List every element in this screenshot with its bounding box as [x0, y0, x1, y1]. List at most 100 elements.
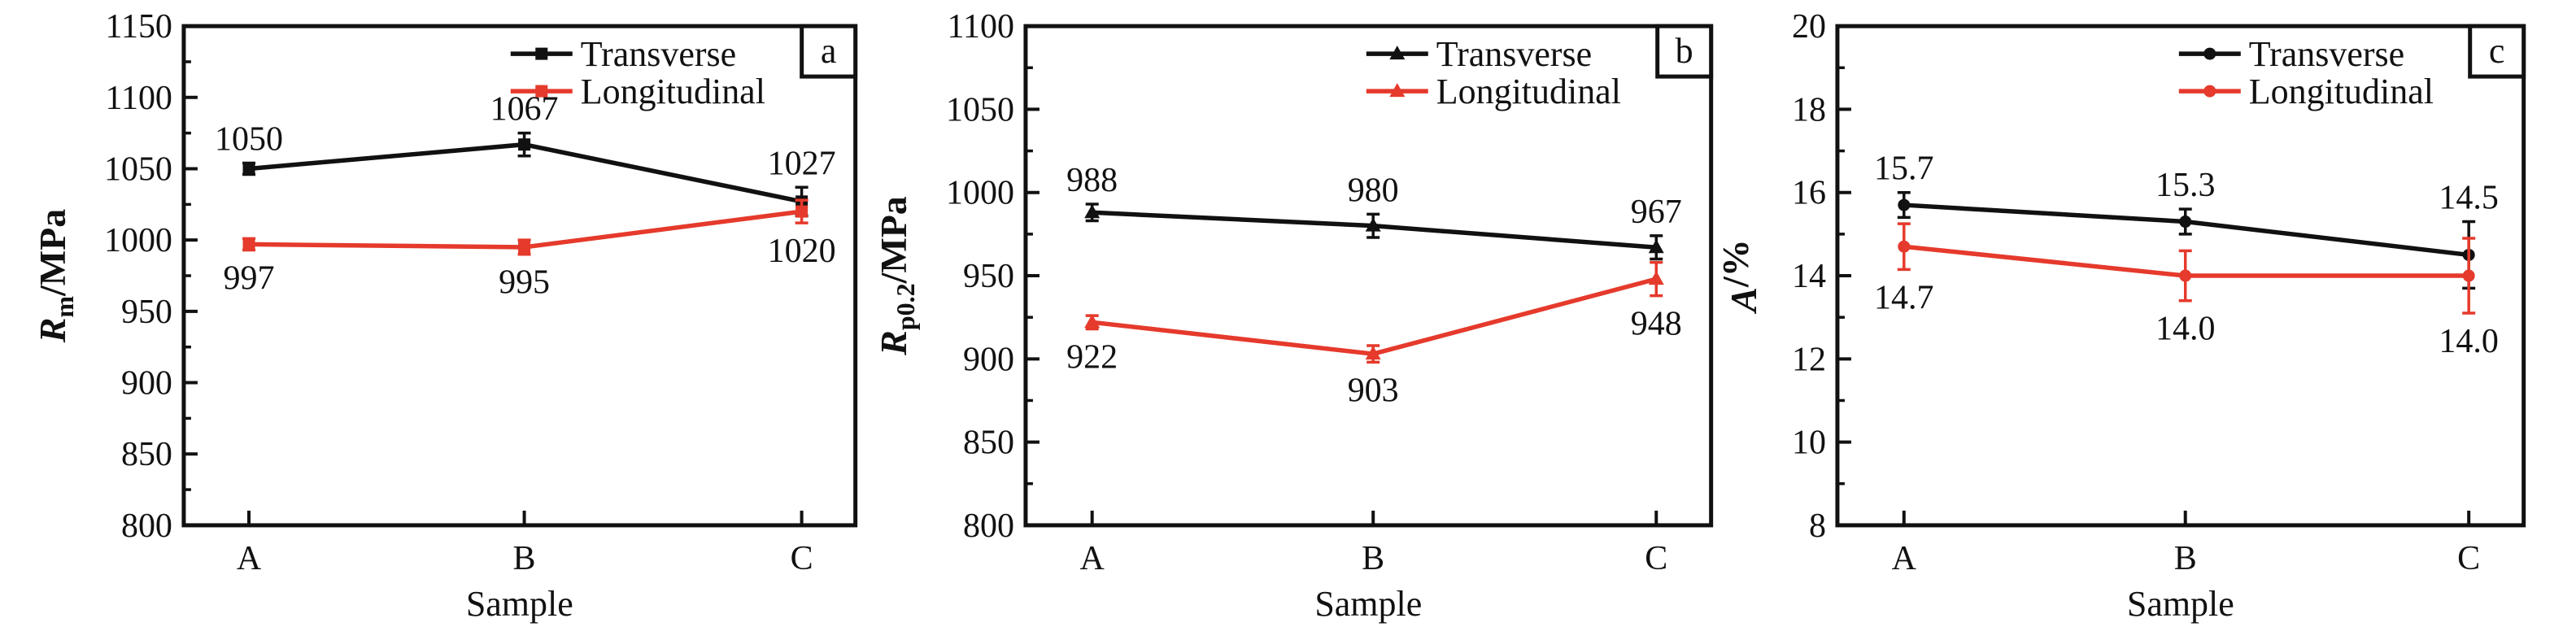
x-axis-title: Sample — [1314, 584, 1422, 624]
y-tick-label: 1050 — [946, 91, 1014, 128]
value-label-longitudinal: 995 — [499, 264, 550, 302]
y-tick-label: 850 — [963, 425, 1014, 462]
y-tick-label: 1050 — [104, 150, 172, 188]
y-axis-unit: /MPa — [873, 196, 914, 284]
marker-longitudinal-b — [1365, 346, 1381, 360]
y-tick-label: 10 — [1792, 425, 1826, 462]
y-tick-label: 800 — [121, 507, 172, 545]
marker-longitudinal-c — [2462, 269, 2475, 282]
plot-border — [181, 24, 858, 528]
y-axis-title: Rp0.2/MPa — [873, 196, 920, 356]
legend-label-longitudinal: Longitudinal — [1436, 72, 1620, 111]
y-tick-label: 900 — [121, 365, 172, 403]
y-tick-label: 800 — [963, 507, 1014, 545]
series-longitudinal-line — [1089, 276, 1658, 356]
legend-triangle-icon — [1388, 46, 1405, 60]
y-axis-symbol: R — [873, 330, 914, 356]
legend-square-icon — [535, 47, 548, 60]
value-label-transverse: 1027 — [768, 145, 836, 182]
value-label-longitudinal: 14.7 — [1874, 279, 1933, 316]
legend-triangle-icon — [1388, 83, 1405, 98]
marker-transverse-a — [1898, 198, 1911, 211]
marker-transverse-b — [1365, 217, 1381, 232]
marker-transverse-b — [2179, 216, 2192, 229]
panel-letter: b — [1675, 31, 1693, 71]
marker-longitudinal-a — [1083, 314, 1100, 329]
marker-longitudinal-a — [242, 237, 255, 250]
value-label-longitudinal: 997 — [224, 259, 275, 297]
y-axis-title: Rm/MPa — [32, 209, 79, 344]
x-tick-label: C — [1645, 540, 1667, 577]
value-label-longitudinal: 903 — [1347, 372, 1398, 409]
y-tick-label: 1000 — [946, 175, 1014, 212]
legend-label-transverse: Transverse — [2249, 34, 2404, 74]
y-tick-label: 18 — [1792, 91, 1826, 128]
y-axis-symbol: R — [32, 318, 73, 344]
legend-circle-icon — [2203, 47, 2216, 60]
y-tick-label: 20 — [1792, 8, 1826, 46]
value-label-transverse: 14.5 — [2439, 180, 2499, 217]
panel-b: 800 850 900 950 1000 1050 1100 A B C Sample Rp0.2/M… — [859, 0, 1718, 627]
marker-longitudinal-b — [2179, 269, 2192, 282]
x-axis-title: Sample — [466, 584, 573, 624]
x-tick-label: B — [2174, 540, 2197, 577]
y-tick-label: 12 — [1792, 341, 1826, 378]
legend-square-icon — [535, 85, 548, 98]
x-tick-label: B — [513, 540, 536, 577]
x-tick-label: C — [2457, 540, 2480, 577]
legend-circle-icon — [2203, 85, 2216, 98]
marker-transverse-a — [1083, 204, 1100, 219]
panel-letter: c — [2489, 31, 2505, 71]
y-axis-subscript: p0.2 — [891, 283, 920, 330]
y-tick-label: 1000 — [104, 222, 172, 259]
x-tick-label: A — [1079, 540, 1104, 577]
marker-transverse-c — [1648, 239, 1664, 254]
panel-a-chart: 800 850 900 950 1000 1050 1100 1150 A B C Sample Rm/… — [32, 8, 858, 624]
value-label-longitudinal: 14.0 — [2155, 311, 2215, 348]
value-label-transverse: 967 — [1630, 194, 1681, 231]
y-tick-label: 850 — [121, 436, 172, 473]
plot-border — [1023, 24, 1713, 528]
value-label-transverse: 1050 — [215, 120, 283, 158]
y-tick-label: 1100 — [106, 80, 172, 117]
value-label-longitudinal: 948 — [1630, 306, 1681, 343]
y-tick-label: 950 — [963, 258, 1014, 295]
y-axis-unit: /MPa — [32, 209, 73, 297]
y-axis-title: A/% — [1717, 239, 1764, 314]
value-label-longitudinal: 14.0 — [2439, 323, 2499, 360]
y-tick-label: 8 — [1809, 507, 1826, 545]
y-axis-unit: /% — [1717, 239, 1756, 288]
x-tick-label: A — [237, 540, 261, 577]
y-tick-label: 1150 — [106, 8, 172, 46]
marker-longitudinal-b — [518, 241, 531, 254]
y-axis-subscript: m — [50, 296, 79, 318]
legend-label-transverse: Transverse — [581, 34, 736, 74]
marker-transverse-a — [242, 162, 255, 175]
legend-label-transverse: Transverse — [1436, 34, 1591, 74]
panel-letter-box — [800, 24, 858, 79]
value-label-longitudinal: 1020 — [768, 233, 836, 270]
marker-longitudinal-c — [1648, 271, 1664, 285]
plot-border — [1835, 24, 2526, 528]
y-tick-label: 16 — [1792, 175, 1826, 212]
legend-label-longitudinal: Longitudinal — [2249, 72, 2434, 111]
panel-letter-box — [1654, 24, 1713, 79]
panel-a: 800 850 900 950 1000 1050 1100 1150 A B C Sample Rm/… — [0, 0, 859, 627]
value-label-transverse: 988 — [1066, 162, 1118, 199]
x-axis-title: Sample — [2127, 584, 2234, 624]
y-tick-label: 14 — [1792, 258, 1826, 295]
value-label-transverse: 980 — [1347, 172, 1398, 209]
value-label-transverse: 1067 — [490, 91, 559, 128]
panel-b-chart: 800 850 900 950 1000 1050 1100 A B C Sample Rp0.2/M… — [873, 8, 1713, 624]
x-tick-label: C — [791, 540, 813, 577]
legend-label-longitudinal: Longitudinal — [581, 72, 765, 111]
y-axis-symbol: A — [1723, 287, 1764, 315]
x-tick-label: A — [1892, 540, 1916, 577]
value-label-transverse: 15.7 — [1874, 150, 1933, 188]
value-label-longitudinal: 922 — [1066, 338, 1118, 376]
y-tick-label: 900 — [963, 341, 1014, 378]
panel-c: 8 10 12 14 16 18 20 A B C Sample A/% 15.7 15.3 14.5 14.… — [1717, 0, 2576, 627]
marker-transverse-b — [518, 138, 531, 151]
